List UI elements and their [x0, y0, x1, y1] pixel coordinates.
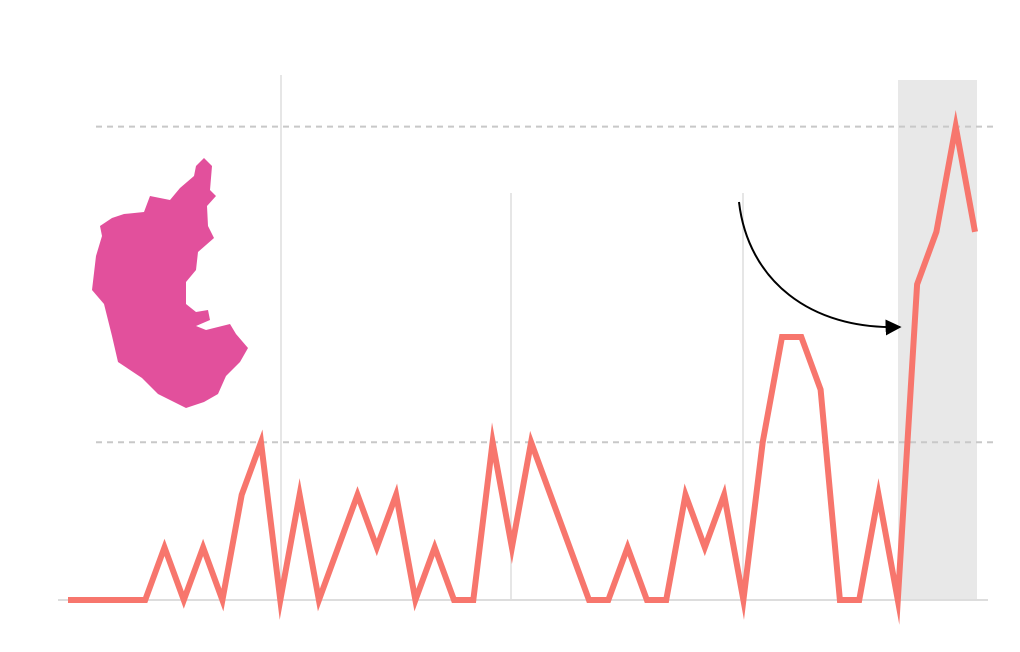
annotation-arrow	[738, 201, 902, 336]
map-icon	[92, 158, 248, 408]
highlight-band	[898, 80, 977, 600]
data-line	[68, 109, 978, 625]
